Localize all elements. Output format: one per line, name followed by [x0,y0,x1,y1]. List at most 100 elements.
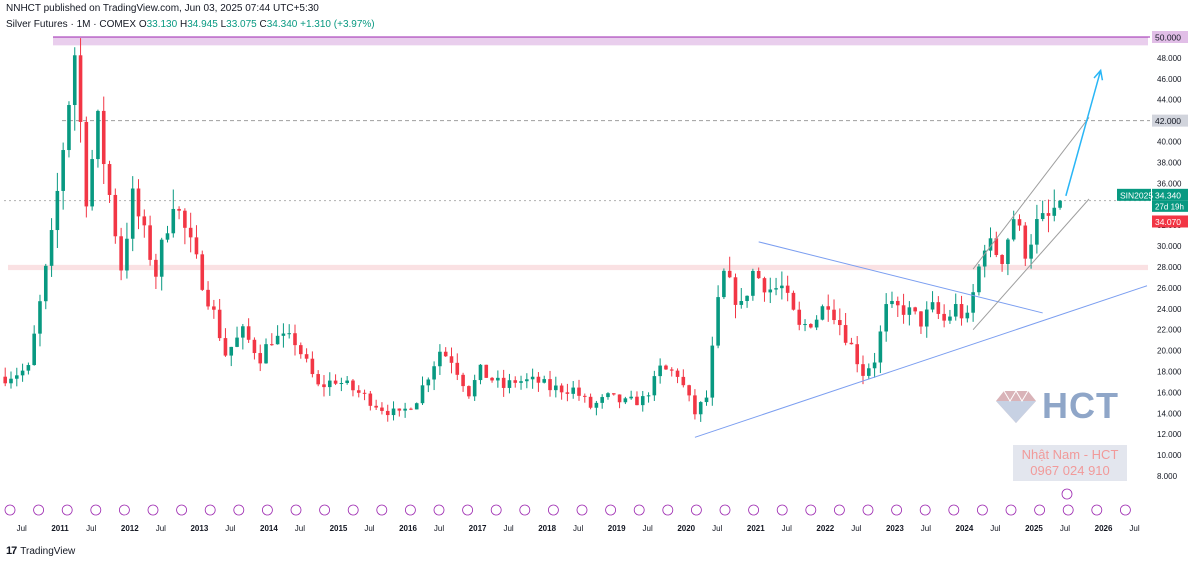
x-tick-label: Jul [86,524,96,533]
candle-body [924,309,929,327]
x-tick-label: Jul [712,524,722,533]
candle-body [414,403,419,410]
event-marker-icon[interactable] [433,504,445,516]
y-tick-label: 14.000 [1157,409,1182,418]
event-marker-icon[interactable] [519,504,531,516]
event-marker-icon[interactable] [891,504,902,516]
event-marker-icon[interactable] [61,504,73,516]
candle-body [270,344,274,346]
x-tick-label: 2011 [51,524,69,533]
event-marker-icon[interactable] [605,504,616,516]
candle-body [519,381,523,383]
candle-body [548,379,552,391]
candle-body [1000,255,1004,265]
candle-body [43,265,48,302]
candle-body [849,342,854,345]
event-marker-icon[interactable] [347,504,359,516]
event-marker-icon[interactable] [576,504,588,516]
candle-body [832,309,836,321]
event-marker-icon[interactable] [204,504,216,516]
candle-body [554,385,558,391]
event-marker-icon[interactable] [147,504,159,516]
candle-body [258,353,263,364]
event-marker-icon[interactable] [490,504,502,516]
candle-body [1035,219,1039,245]
candle-body [525,379,529,382]
event-marker-icon[interactable] [119,504,130,516]
candle-body [432,366,436,380]
event-marker-icon[interactable] [462,504,474,516]
event-marker-icon[interactable] [176,504,188,516]
event-marker-icon[interactable] [404,504,416,516]
candle-body [617,394,622,403]
candle-body [1040,213,1045,220]
tradingview-mark-icon: 17 [6,545,17,557]
x-tick-label: 2019 [608,524,626,533]
event-marker-icon[interactable] [977,504,988,516]
candle-body [148,225,152,260]
event-marker-icon[interactable] [776,504,788,516]
y-tick-label: 8.000 [1157,472,1178,481]
candle-body [362,392,367,394]
event-marker-icon[interactable] [805,504,817,516]
event-marker-icon[interactable] [90,504,102,516]
event-marker-icon[interactable] [33,504,44,516]
candle-body [826,306,831,310]
candle-body [658,365,662,377]
y-tick-label: 46.000 [1157,75,1182,84]
candle-body [200,254,205,290]
candle-body [629,396,633,399]
tag-target-level: 42.000 [1155,116,1181,126]
tradingview-logo[interactable]: 17 TradingView [6,545,75,557]
candle-body [936,302,941,314]
y-tick-label: 12.000 [1157,430,1182,439]
candle-body [356,390,361,393]
event-marker-icon[interactable] [1062,504,1074,516]
event-marker-icon[interactable] [233,504,245,516]
open-label: O [138,19,147,30]
event-marker-icon[interactable] [862,504,874,516]
event-marker-icon[interactable] [719,504,731,516]
candle-body [606,393,610,398]
symbol-ohlc-legend: Silver Futures · 1M · COMEX O33.130 H34.… [6,19,375,30]
candle-body [385,410,390,416]
event-marker-icon[interactable] [548,504,559,516]
candle-body [96,110,100,160]
event-marker-icon[interactable] [691,504,702,516]
candle-body [565,392,570,394]
candle-body [90,159,94,207]
y-tick-label: 30.000 [1157,242,1182,251]
event-marker-icon[interactable] [1005,504,1017,516]
event-marker-icon[interactable] [1034,504,1045,516]
candle-body [751,270,755,296]
event-marker-icon[interactable] [4,504,16,516]
event-marker-icon[interactable] [919,504,931,516]
candle-body [61,150,65,191]
event-marker-icon[interactable] [376,504,388,516]
candle-body [101,110,106,165]
candle-body [403,408,407,411]
event-marker-icon[interactable] [1120,504,1131,516]
candle-body [501,377,506,388]
dividend-marker-icon[interactable] [1061,488,1073,500]
event-marker-icon[interactable] [1091,504,1103,516]
event-marker-icon[interactable] [261,504,273,516]
candle-body [803,324,807,326]
x-tick-label: Jul [990,524,1000,533]
candle-body [669,369,674,371]
candle-body [716,297,720,346]
symbol-title[interactable]: Silver Futures · 1M · COMEX [6,19,137,30]
event-marker-icon[interactable] [319,504,331,516]
event-marker-icon[interactable] [834,504,845,516]
candle-body [1058,200,1062,208]
event-marker-icon[interactable] [948,504,960,516]
event-marker-icon[interactable] [662,504,674,516]
x-tick-label: 2013 [190,524,208,533]
candle-body [861,364,865,376]
candle-body [768,289,773,293]
event-marker-icon[interactable] [748,504,759,516]
event-marker-icon[interactable] [633,504,645,516]
event-marker-icon[interactable] [290,504,302,516]
candle-body [930,302,935,310]
